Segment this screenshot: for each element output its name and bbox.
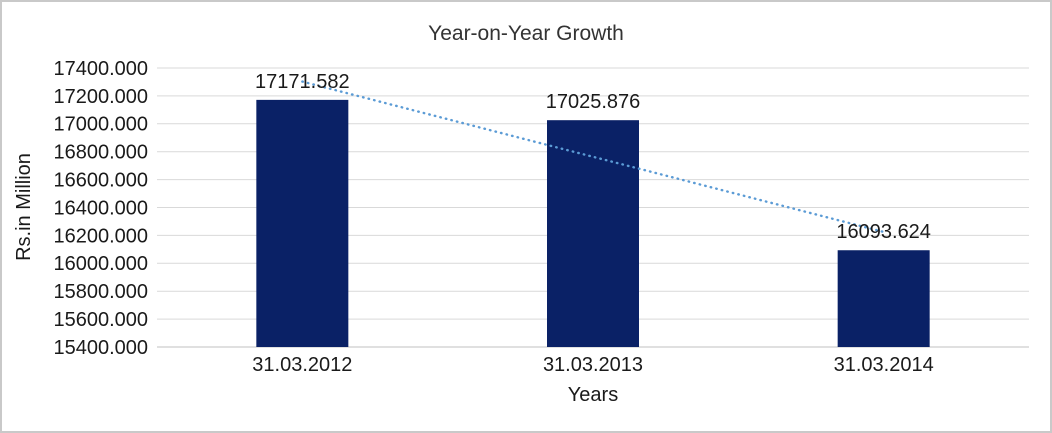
y-axis-title: Rs.in Million	[13, 153, 35, 261]
bar	[837, 250, 930, 347]
y-tick-label: 16400.000	[53, 197, 148, 219]
bar-data-label: 17171.582	[255, 71, 350, 93]
bar-data-label: 16093.624	[836, 221, 931, 243]
x-category-label: 31.03.2014	[834, 354, 934, 376]
chart-title: Year-on-Year Growth	[428, 22, 624, 45]
plot-generated-layer: 17400.000 17200.000 17000.000 16800.000 1660…	[53, 58, 1029, 376]
y-tick-label: 17400.000	[53, 58, 148, 80]
bar-data-label: 17025.876	[546, 91, 641, 113]
y-tick-label: 15600.000	[53, 309, 148, 331]
y-tick-label: 17000.000	[53, 114, 148, 136]
x-axis-title: Years	[568, 384, 618, 406]
x-category-label: 31.03.2012	[252, 354, 352, 376]
y-tick-label: 17200.000	[53, 86, 148, 108]
y-tick-label: 16200.000	[53, 225, 148, 247]
y-tick-label: 15400.000	[53, 337, 148, 359]
bar	[256, 99, 349, 347]
y-tick-label: 15800.000	[53, 281, 148, 303]
y-tick-label: 16000.000	[53, 253, 148, 275]
y-tick-label: 16800.000	[53, 142, 148, 164]
bar	[547, 120, 639, 347]
y-tick-label: 16600.000	[53, 169, 148, 191]
x-category-label: 31.03.2013	[543, 354, 643, 376]
